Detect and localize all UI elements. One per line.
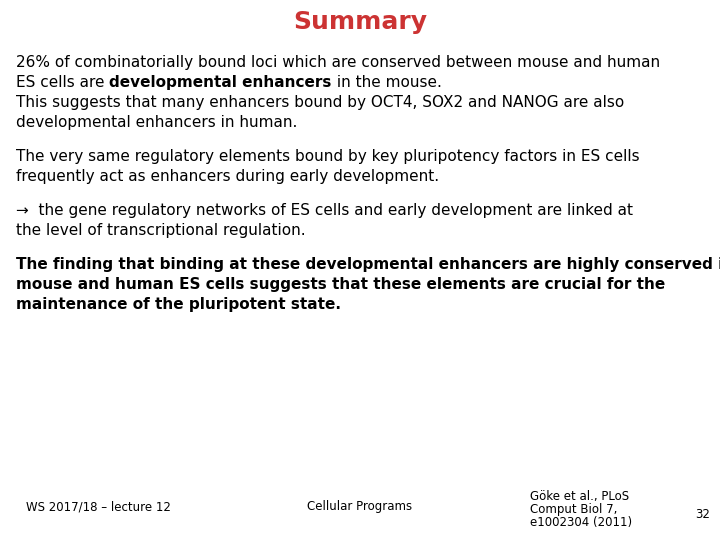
Text: in the mouse.: in the mouse.: [332, 75, 441, 90]
Text: →  the gene regulatory networks of ES cells and early development are linked at: → the gene regulatory networks of ES cel…: [16, 203, 633, 218]
Text: Cellular Programs: Cellular Programs: [307, 500, 413, 513]
Text: The finding that binding at these developmental enhancers are highly conserved i: The finding that binding at these develo…: [16, 257, 720, 272]
Text: Summary: Summary: [293, 10, 427, 34]
Text: frequently act as enhancers during early development.: frequently act as enhancers during early…: [16, 169, 439, 184]
Text: the level of transcriptional regulation.: the level of transcriptional regulation.: [16, 223, 305, 238]
Text: ES cells are: ES cells are: [16, 75, 109, 90]
Text: Comput Biol 7,: Comput Biol 7,: [530, 503, 617, 516]
Text: 26% of combinatorially bound loci which are conserved between mouse and human: 26% of combinatorially bound loci which …: [16, 55, 660, 70]
Text: mouse and human ES cells suggests that these elements are crucial for the: mouse and human ES cells suggests that t…: [16, 277, 665, 292]
Text: developmental enhancers: developmental enhancers: [109, 75, 332, 90]
Text: WS 2017/18 – lecture 12: WS 2017/18 – lecture 12: [26, 500, 171, 513]
Text: The very same regulatory elements bound by key pluripotency factors in ES cells: The very same regulatory elements bound …: [16, 149, 639, 164]
Text: Göke et al., PLoS: Göke et al., PLoS: [530, 490, 629, 503]
Text: maintenance of the pluripotent state.: maintenance of the pluripotent state.: [16, 297, 341, 312]
Text: This suggests that many enhancers bound by OCT4, SOX2 and NANOG are also: This suggests that many enhancers bound …: [16, 95, 624, 110]
Text: 32: 32: [695, 508, 710, 521]
Text: developmental enhancers in human.: developmental enhancers in human.: [16, 115, 297, 130]
Text: e1002304 (2011): e1002304 (2011): [530, 516, 632, 529]
